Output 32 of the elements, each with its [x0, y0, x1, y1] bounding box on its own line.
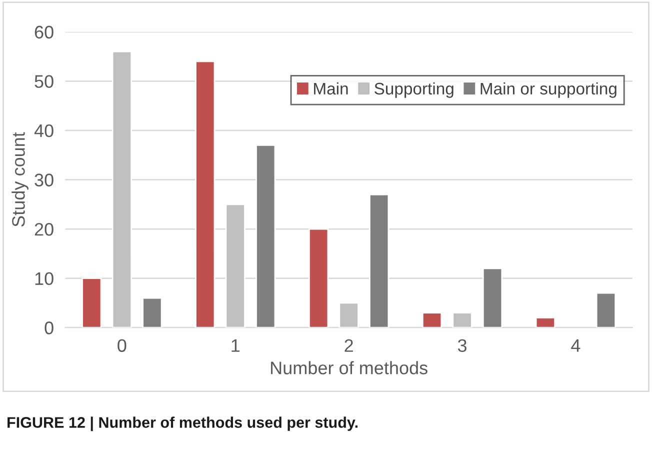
bar [452, 312, 472, 328]
legend-label: Main or supporting [480, 82, 616, 98]
bar [422, 312, 442, 328]
y-tick-label: 20 [34, 222, 54, 236]
caption: FIGURE 12 | Number of methods used per study. [8, 416, 358, 432]
bar [256, 144, 276, 328]
x-tick-label: 1 [232, 339, 240, 352]
bar [338, 302, 359, 328]
x-axis-title: Number of methods [271, 361, 428, 374]
bar [195, 60, 216, 328]
y-tick-label: 50 [34, 75, 54, 88]
legend-label: Main [314, 82, 348, 95]
bar [225, 204, 246, 328]
bar [596, 292, 616, 328]
bar [142, 297, 162, 328]
bar [112, 50, 132, 328]
y-tick-label: 10 [35, 272, 54, 286]
x-tick-label: 0 [118, 339, 126, 352]
y-tick-label: 0 [44, 322, 54, 334]
bar [308, 228, 329, 328]
x-tick-label: 2 [344, 339, 353, 352]
bar [82, 278, 102, 328]
bar [535, 317, 556, 328]
legend-label: Supporting [374, 82, 454, 98]
bar [482, 268, 503, 328]
x-tick-label: 4 [571, 339, 580, 352]
y-tick-label: 40 [34, 124, 54, 138]
y-axis-title: Study count [12, 132, 28, 227]
y-tick-label: 60 [34, 26, 54, 39]
y-tick-label: 30 [34, 174, 54, 186]
bar [369, 194, 390, 328]
x-tick-label: 3 [458, 339, 466, 352]
